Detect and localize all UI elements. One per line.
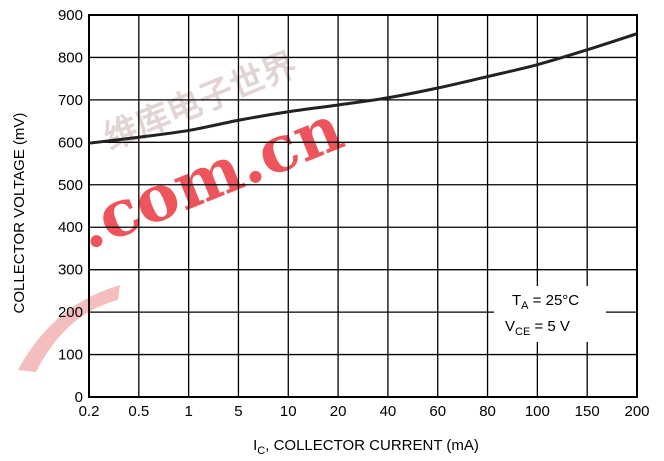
y-axis-title: COLLECTOR VOLTAGE (mV)	[11, 113, 28, 314]
x-tick-label: 0.5	[128, 403, 149, 420]
x-tick-label: 1	[184, 403, 192, 420]
x-tick-label: 10	[280, 403, 297, 420]
y-tick-label: 100	[58, 347, 83, 364]
x-tick-label: 40	[380, 403, 397, 420]
condition-legend: TA = 25°C VCE = 5 V	[494, 286, 606, 342]
y-tick-label: 0	[75, 389, 83, 406]
y-tick-label: 900	[58, 7, 83, 24]
y-tick-label: 200	[58, 304, 83, 321]
annotation-line-2: VCE = 5 V	[505, 318, 570, 338]
x-tick-label: 80	[479, 403, 496, 420]
y-tick-label: 500	[58, 177, 83, 194]
y-tick-label: 400	[58, 219, 83, 236]
x-tick-label: 100	[525, 403, 550, 420]
x-tick-label: 150	[575, 403, 600, 420]
x-tick-label: 200	[624, 403, 649, 420]
y-tick-labels: 0 100 200 300 400 500 600 700 800 900	[58, 7, 83, 406]
y-tick-label: 600	[58, 134, 83, 151]
x-tick-label: 20	[330, 403, 347, 420]
y-tick-label: 700	[58, 92, 83, 109]
y-tick-label: 300	[58, 262, 83, 279]
annotation-line-1: TA = 25°C	[512, 292, 579, 312]
plot-frame	[88, 14, 638, 398]
x-axis-title: IC, COLLECTOR CURRENT (mA)	[253, 437, 479, 457]
x-tick-label: 5	[234, 403, 242, 420]
x-tick-label: 60	[429, 403, 446, 420]
watermark-swoosh	[18, 285, 120, 372]
condition-legend-box	[494, 286, 606, 342]
y-tick-label: 800	[58, 49, 83, 66]
series-line	[88, 32, 638, 145]
x-tick-label: 0.2	[79, 403, 100, 420]
x-tick-labels: 0.2 0.5 1 5 10 20 40 60 80 100 150 200	[79, 403, 650, 420]
